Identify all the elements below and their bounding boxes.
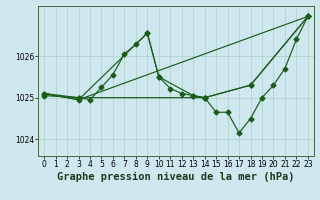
X-axis label: Graphe pression niveau de la mer (hPa): Graphe pression niveau de la mer (hPa) — [57, 172, 295, 182]
